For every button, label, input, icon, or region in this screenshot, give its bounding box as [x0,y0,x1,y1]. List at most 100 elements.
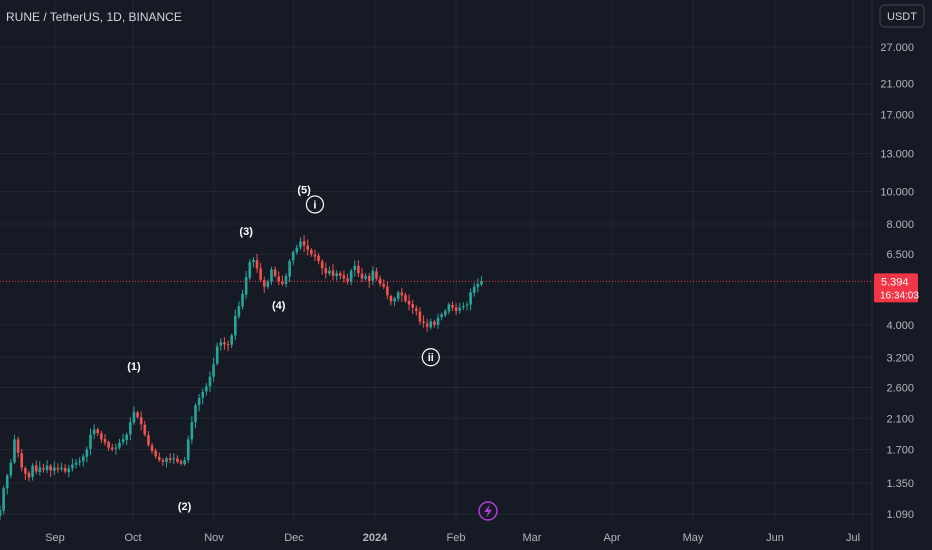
candle-body [324,268,328,274]
candle-body [226,344,230,346]
candles [0,235,483,521]
candle-body [190,422,194,440]
candle-body [78,460,81,463]
candle-body [45,465,49,471]
candle-body [367,276,371,282]
candle-body [396,292,400,299]
candle-body [125,434,128,441]
candle-body [299,241,302,248]
candle-body [183,459,186,465]
candle-body [317,255,320,262]
candle-body [451,305,454,308]
candle-body [42,467,45,470]
last-price-tag: 5.394 16:34:03 [874,273,919,303]
candle-body [154,450,157,457]
currency-button[interactable]: USDT [879,4,925,28]
candle-body [176,458,179,462]
x-tick-label: Feb [447,532,466,544]
candle-body [215,346,219,364]
candle-body [56,467,60,470]
y-tick-label: 13.000 [880,148,914,160]
candle-body [465,304,469,306]
candle-body [436,317,440,325]
candle-body [386,286,389,296]
y-tick-label: 8.000 [886,219,914,231]
candle-body [371,270,375,281]
candle-body [129,422,132,435]
candle-body [349,270,353,282]
y-tick-label: 6.500 [886,249,914,261]
candle-body [281,281,284,284]
candle-body [136,412,139,418]
wave-label: i [313,199,316,211]
x-tick-label: Nov [204,532,224,544]
candle-body [241,293,244,307]
candle-body [0,510,2,516]
candle-body [31,465,34,477]
candle-body [291,251,295,261]
candle-body [400,292,404,296]
candle-body [16,439,20,453]
candle-body [92,429,96,435]
x-tick-label: 2024 [363,532,388,544]
candle-body [244,277,248,295]
candle-body [440,314,443,318]
candle-body [353,265,357,271]
candle-body [118,442,121,448]
candle-body [469,292,472,305]
candle-body [194,405,197,423]
candle-body [458,307,462,311]
wave-label: (1) [127,361,141,373]
candle-body [480,281,483,285]
candle-body [96,429,100,434]
candle-body [382,283,386,287]
candle-body [295,247,299,253]
candle-body [270,269,273,282]
candle-body [310,249,313,255]
candle-body [415,308,418,311]
x-tick-label: Mar [523,532,542,544]
candle-body [313,254,317,257]
candle-body [277,276,281,282]
y-tick-label: 2.100 [886,414,914,426]
x-tick-label: Dec [284,532,304,544]
candle-body [114,447,118,449]
price-axis[interactable]: 27.000 21.000 17.000 13.000 10.000 8.000 6.500… [874,42,919,521]
candle-body [389,295,393,302]
candle-body [472,286,476,293]
candle-body [266,281,270,287]
wave-annotations: (1)(2)(3)(4)(5)iii [127,185,440,513]
candle-body [237,306,241,317]
y-tick-label: 3.200 [886,352,914,364]
candle-body [13,439,16,463]
candle-body [407,300,411,305]
time-axis[interactable]: Sep Oct Nov Dec 2024 Feb Mar Apr May Jun Jul [45,532,860,544]
candle-body [208,376,212,387]
wave-label: (2) [178,501,192,513]
candle-body [212,364,215,377]
candle-body [288,261,291,277]
x-tick-label: May [683,532,704,544]
candle-body [38,467,42,472]
candle-body [411,304,414,308]
candle-body [186,439,190,460]
candle-body [139,417,143,425]
candle-body [259,268,262,280]
candle-body [67,468,71,473]
candle-body [375,271,378,279]
candle-body [302,241,306,246]
candle-body [103,439,107,443]
candle-body [252,259,255,263]
candle-body [425,323,429,327]
candle-body [147,435,150,446]
candle-body [34,465,38,472]
candle-body [20,453,24,468]
candle-body [100,433,103,440]
candle-body [49,465,52,471]
wave-label: ii [428,352,434,364]
lightning-icon[interactable] [478,501,498,521]
y-tick-label: 1.090 [886,509,914,521]
candle-body [320,261,324,269]
